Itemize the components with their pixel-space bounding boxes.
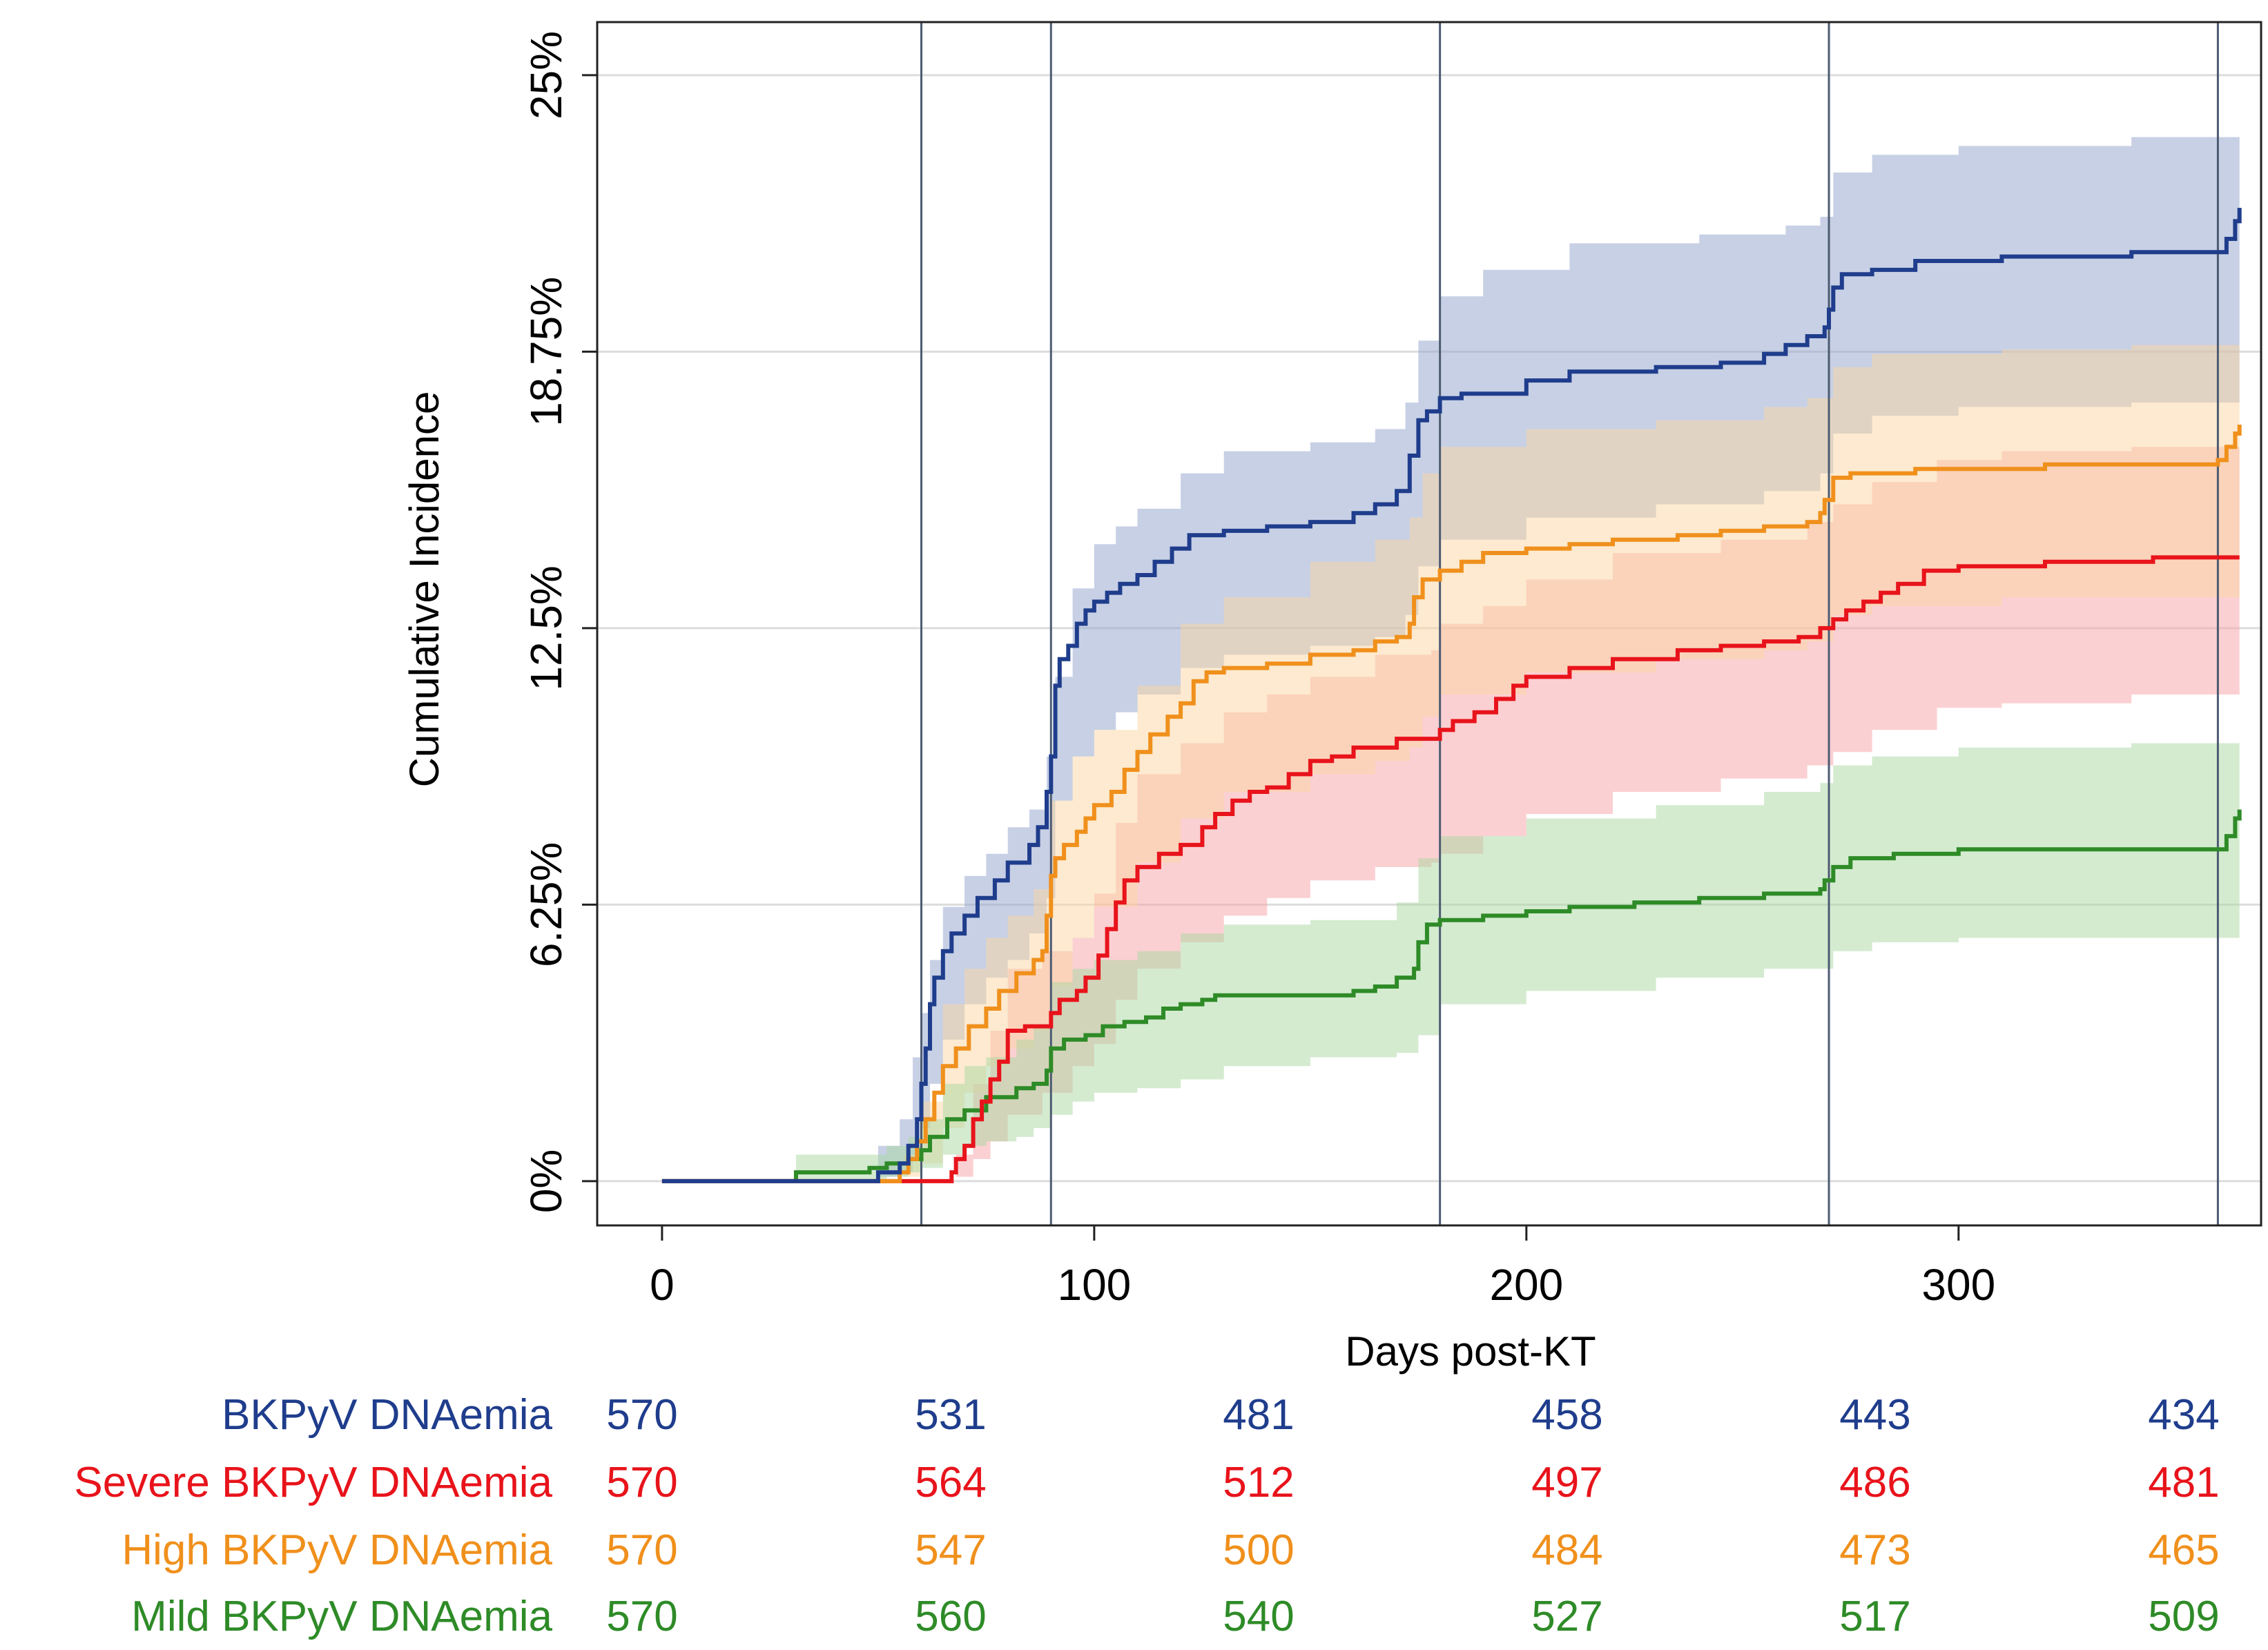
- series-line-bkpyv-dnaemia: [661, 208, 2242, 1183]
- x-axis-title: Days post-KT: [1345, 1328, 1596, 1375]
- risk-count: 512: [1223, 1459, 1294, 1506]
- risk-count: 465: [2148, 1526, 2219, 1574]
- risk-count: 481: [1223, 1391, 1294, 1439]
- risk-count: 497: [1531, 1459, 1602, 1506]
- risk-count: 531: [915, 1391, 986, 1439]
- ci-band-bkpyv-dnaemia: [661, 48, 2240, 1181]
- risk-count: 434: [2148, 1391, 2219, 1439]
- risk-count: 570: [606, 1391, 677, 1439]
- plot-frame: [596, 21, 2262, 1227]
- confidence-bands: [661, 48, 2240, 1181]
- risk-count: 570: [606, 1526, 677, 1574]
- risk-row-label: Mild BKPyV DNAemia: [131, 1593, 552, 1640]
- series-lines: [661, 208, 2242, 1183]
- x-tick-label: 0: [650, 1260, 675, 1310]
- series-line-severe-bkpyv-dnaemia: [661, 555, 2240, 1183]
- risk-count: 473: [1839, 1526, 1910, 1574]
- risk-count: 564: [915, 1459, 986, 1506]
- x-tick-label: 300: [1921, 1260, 1995, 1310]
- axes: 0% 6.25% 12.5% 18.75% 25% 0 100 200 300: [521, 31, 1995, 1310]
- y-tick-label: 18.75%: [521, 277, 571, 427]
- risk-table: BKPyV DNAemia 570 531 481 458 443 434 Severe BK…: [74, 1391, 2219, 1640]
- risk-count: 570: [606, 1593, 677, 1640]
- x-tick-label: 200: [1489, 1260, 1563, 1310]
- risk-count: 517: [1839, 1593, 1910, 1640]
- series-line-mild-bkpyv-dnaemia: [661, 809, 2242, 1183]
- y-axis-title: Cumulative Incidence: [401, 391, 447, 788]
- risk-count: 560: [915, 1593, 986, 1640]
- y-tick-label: 6.25%: [521, 842, 571, 967]
- ci-band-mild-bkpyv-dnaemia: [661, 703, 2240, 1181]
- y-tick-label: 12.5%: [521, 565, 571, 690]
- risk-count: 540: [1223, 1593, 1294, 1640]
- risk-row-label: BKPyV DNAemia: [222, 1391, 552, 1439]
- risk-count: 527: [1531, 1593, 1602, 1640]
- risk-count: 547: [915, 1526, 986, 1574]
- risk-count: 509: [2148, 1593, 2219, 1640]
- y-tick-label: 25%: [521, 31, 571, 119]
- series-line-high-bkpyv-dnaemia: [661, 425, 2242, 1183]
- x-tick-label: 100: [1057, 1260, 1131, 1310]
- y-tick-label: 0%: [521, 1149, 571, 1214]
- risk-row-label: Severe BKPyV DNAemia: [74, 1459, 552, 1506]
- risk-count: 481: [2148, 1459, 2219, 1506]
- risk-row-label: High BKPyV DNAemia: [122, 1526, 552, 1574]
- risk-count: 570: [606, 1459, 677, 1506]
- risk-count: 443: [1839, 1391, 1910, 1439]
- ci-band-high-bkpyv-dnaemia: [661, 296, 2240, 1181]
- risk-count: 486: [1839, 1459, 1910, 1506]
- risk-count: 458: [1531, 1391, 1602, 1439]
- risk-count: 500: [1223, 1526, 1294, 1574]
- risk-count: 484: [1531, 1526, 1602, 1574]
